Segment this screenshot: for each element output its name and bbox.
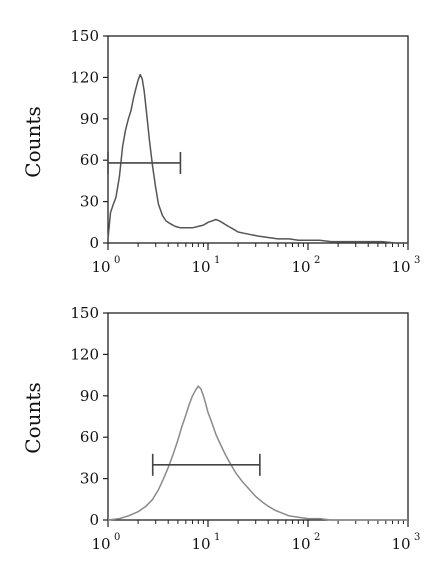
y-tick-label: 30 [80, 193, 99, 211]
x-tick-exponent: 0 [114, 255, 120, 266]
x-tick-exponent: 2 [314, 255, 320, 266]
plot-frame [107, 312, 409, 521]
y-tick-label: 150 [70, 27, 99, 45]
histogram-panel-bottom: 0 30 60 90 120 150 10 0 10 1 10 2 10 3 Counts [21, 304, 420, 553]
y-tick-label: 120 [70, 68, 99, 86]
x-tick-base: 10 [91, 535, 110, 553]
y-tick-label: 0 [89, 511, 99, 529]
y-tick-label: 60 [80, 428, 99, 446]
x-tick-label: 10 [291, 535, 310, 553]
x-tick-base: 10 [191, 535, 210, 553]
x-tick-label: 10 [291, 258, 310, 276]
x-tick-base: 10 [391, 535, 410, 553]
y-tick-label: 120 [70, 345, 99, 363]
x-tick-label: 10 [391, 258, 410, 276]
plot-frame [107, 35, 409, 244]
histogram-series-line [107, 385, 408, 521]
x-tick-base: 10 [91, 258, 110, 276]
y-tick-label: 90 [80, 110, 99, 128]
x-tick-exponent: 3 [414, 532, 420, 543]
x-tick-base: 10 [291, 535, 310, 553]
x-tick-base: 10 [191, 258, 210, 276]
x-tick-label: 10 [391, 535, 410, 553]
x-tick-label: 10 [91, 258, 110, 276]
y-axis-label: Counts [21, 382, 45, 453]
y-axis-label: Counts [21, 106, 45, 177]
y-tick-label: 0 [89, 234, 99, 252]
y-tick-label: 90 [80, 387, 99, 405]
x-tick-base: 10 [291, 258, 310, 276]
x-tick-base: 10 [391, 258, 410, 276]
y-tick-label: 150 [70, 304, 99, 322]
histogram-series-line [107, 73, 408, 244]
x-tick-label: 10 [191, 258, 210, 276]
histogram-panel-top: 0 30 60 90 120 150 10 0 10 1 10 2 10 3 Counts [21, 27, 420, 276]
x-tick-exponent: 1 [214, 532, 220, 543]
x-tick-exponent: 2 [314, 532, 320, 543]
y-tick-label: 60 [80, 151, 99, 169]
x-tick-exponent: 0 [114, 532, 120, 543]
y-tick-label: 30 [80, 470, 99, 488]
x-tick-label: 10 [191, 535, 210, 553]
x-tick-exponent: 1 [214, 255, 220, 266]
x-tick-exponent: 3 [414, 255, 420, 266]
x-tick-label: 10 [91, 535, 110, 553]
